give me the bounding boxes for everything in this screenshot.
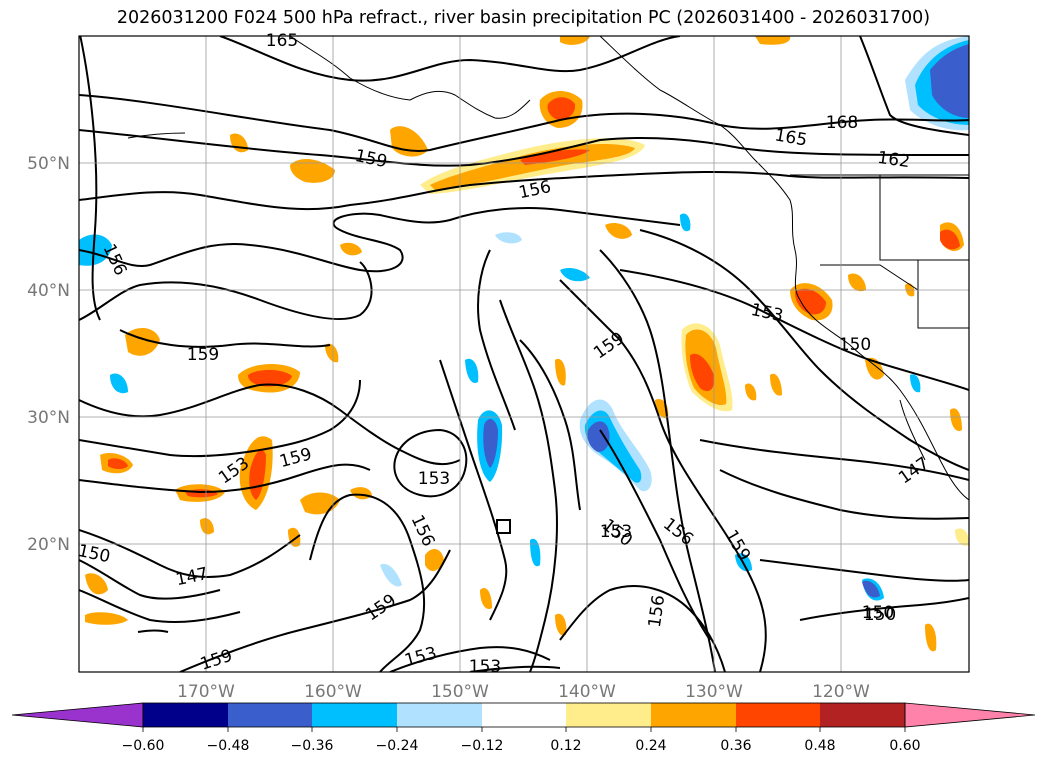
contour-label: 159 bbox=[187, 345, 219, 365]
colorbar-segment bbox=[482, 703, 566, 727]
lon-label: 170°W bbox=[177, 682, 235, 702]
colorbar-tick: 0.60 bbox=[889, 738, 920, 754]
colorbar-tick: 0.24 bbox=[635, 738, 666, 754]
contour-label: 150 bbox=[862, 603, 894, 623]
contour-label: 162 bbox=[876, 148, 911, 172]
contour-label: 159 bbox=[198, 646, 235, 675]
contour-label: 147 bbox=[174, 564, 210, 590]
coastlines bbox=[127, 36, 969, 501]
contour-label: 150 bbox=[839, 335, 871, 355]
colorbar-tick: 0.12 bbox=[550, 738, 581, 754]
lat-label: 20°N bbox=[27, 535, 70, 555]
colorbar: −0.60 −0.48 −0.36 −0.24 −0.12 0.12 0.24 … bbox=[11, 702, 1036, 754]
colorbar-tick: −0.24 bbox=[376, 738, 419, 754]
contour-label: 153 bbox=[749, 300, 785, 326]
colorbar-segment bbox=[397, 703, 482, 727]
map-title: 2026031200 F024 500 hPa refract., river … bbox=[116, 8, 931, 28]
colorbar-segment bbox=[228, 703, 312, 727]
contour-label: 150 bbox=[864, 605, 896, 625]
colorbar-segment bbox=[651, 703, 736, 727]
lat-axis-labels: 50°N 40°N 30°N 20°N bbox=[27, 154, 70, 555]
contour-label: 159 bbox=[362, 590, 400, 625]
colorbar-tick: 0.48 bbox=[804, 738, 835, 754]
contour-label: 168 bbox=[826, 113, 858, 133]
colorbar-segment bbox=[312, 703, 397, 727]
colorbar-segment bbox=[820, 703, 905, 727]
gridlines bbox=[79, 36, 969, 672]
lon-label: 130°W bbox=[685, 682, 743, 702]
contour-label: 159 bbox=[277, 444, 314, 472]
colorbar-tick: 0.36 bbox=[720, 738, 751, 754]
colorbar-tick: −0.48 bbox=[207, 738, 250, 754]
contour-label: 147 bbox=[895, 453, 933, 488]
colorbar-tick: −0.12 bbox=[461, 738, 504, 754]
contour-label: 153 bbox=[418, 469, 450, 489]
colorbar-extend-left bbox=[11, 702, 144, 728]
lat-label: 40°N bbox=[27, 281, 70, 301]
lon-label: 120°W bbox=[812, 682, 870, 702]
contour-label: 156 bbox=[659, 514, 697, 550]
contour-label: 165 bbox=[773, 125, 808, 150]
contour-label: 153 bbox=[469, 657, 501, 677]
contour-label: 159 bbox=[590, 328, 628, 363]
colorbar-extend-right bbox=[904, 702, 1036, 728]
contour-label: 150 bbox=[76, 541, 112, 567]
colorbar-segment bbox=[566, 703, 651, 727]
map-frame bbox=[78, 35, 970, 673]
contour-label: 153 bbox=[600, 522, 632, 542]
colorbar-segment bbox=[143, 703, 228, 727]
lat-label: 50°N bbox=[27, 154, 70, 174]
lon-label: 140°W bbox=[558, 682, 616, 702]
lon-label: 160°W bbox=[304, 682, 362, 702]
contour-lines bbox=[79, 36, 969, 672]
contour-label: 156 bbox=[645, 594, 669, 629]
colorbar-segment bbox=[736, 703, 820, 727]
colorbar-tick: −0.36 bbox=[291, 738, 334, 754]
colorbar-tick: −0.60 bbox=[122, 738, 165, 754]
lon-axis-labels: 170°W 160°W 150°W 140°W 130°W 120°W bbox=[177, 682, 870, 702]
lat-label: 30°N bbox=[27, 408, 70, 428]
lon-label: 150°W bbox=[431, 682, 489, 702]
contour-label: 159 bbox=[353, 146, 389, 172]
contour-label: 165 bbox=[266, 31, 298, 51]
